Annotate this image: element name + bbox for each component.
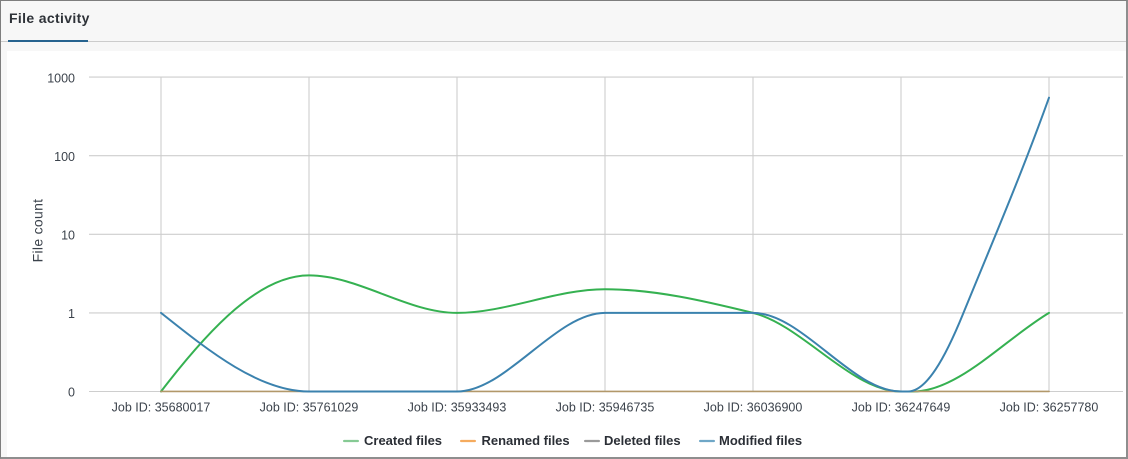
svg-text:Job ID: 36247649: Job ID: 36247649 (852, 401, 951, 415)
svg-text:10: 10 (61, 229, 75, 243)
svg-text:Job ID: 35933493: Job ID: 35933493 (408, 401, 507, 415)
svg-text:0: 0 (68, 386, 75, 400)
svg-text:Job ID: 36036900: Job ID: 36036900 (704, 401, 803, 415)
svg-text:Modified files: Modified files (719, 433, 802, 448)
svg-text:Job ID: 35761029: Job ID: 35761029 (260, 401, 359, 415)
svg-text:1: 1 (68, 307, 75, 321)
svg-text:Job ID: 35946735: Job ID: 35946735 (556, 401, 655, 415)
svg-text:Created files: Created files (364, 433, 442, 448)
svg-text:100: 100 (54, 150, 75, 164)
svg-text:Deleted files: Deleted files (604, 433, 681, 448)
svg-text:Job ID: 35680017: Job ID: 35680017 (112, 401, 211, 415)
svg-text:File count: File count (30, 199, 46, 263)
svg-text:1000: 1000 (47, 71, 75, 85)
svg-text:Job ID: 36257780: Job ID: 36257780 (1000, 401, 1099, 415)
svg-text:Renamed files: Renamed files (482, 433, 570, 448)
